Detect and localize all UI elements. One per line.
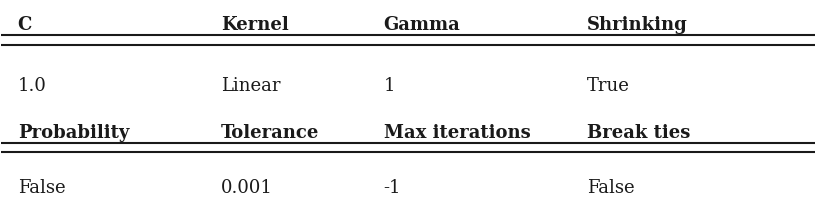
Text: False: False [587, 179, 635, 197]
Text: Linear: Linear [221, 77, 281, 95]
Text: True: True [587, 77, 630, 95]
Text: Shrinking: Shrinking [587, 16, 688, 34]
Text: C: C [18, 16, 32, 34]
Text: False: False [18, 179, 65, 197]
Text: 1: 1 [384, 77, 395, 95]
Text: -1: -1 [384, 179, 401, 197]
Text: Gamma: Gamma [384, 16, 460, 34]
Text: Tolerance: Tolerance [221, 124, 319, 142]
Text: Probability: Probability [18, 124, 129, 142]
Text: Kernel: Kernel [221, 16, 289, 34]
Text: Break ties: Break ties [587, 124, 690, 142]
Text: 0.001: 0.001 [221, 179, 273, 197]
Text: Max iterations: Max iterations [384, 124, 530, 142]
Text: 1.0: 1.0 [18, 77, 47, 95]
